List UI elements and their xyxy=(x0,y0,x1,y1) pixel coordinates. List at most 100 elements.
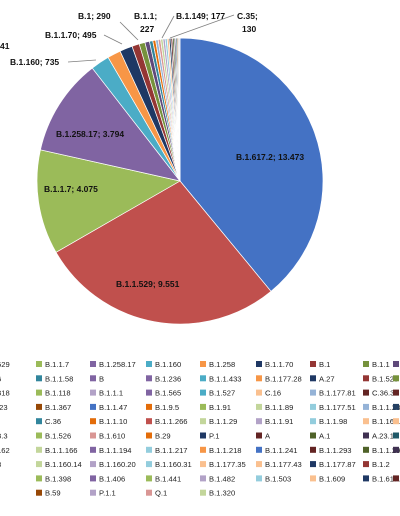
legend-entry: B.1.1.58 xyxy=(45,374,73,383)
legend-entry: B.1.1.433 xyxy=(209,374,242,383)
legend-swatch xyxy=(90,375,96,382)
legend-swatch xyxy=(256,461,262,468)
partial-left-label: 41 xyxy=(0,41,10,51)
legend-entry: B.1.1.266 xyxy=(155,417,188,426)
legend-entry: B.1.1.7 xyxy=(45,360,69,369)
legend-entry: 6 xyxy=(0,374,1,383)
legend-entry: B.1.1.217 xyxy=(155,446,188,455)
legend-swatch xyxy=(200,446,206,453)
legend-entry: B.59 xyxy=(45,489,61,498)
legend-entry: 529 xyxy=(0,360,10,369)
legend-swatch xyxy=(146,475,152,482)
legend-swatch xyxy=(36,361,42,367)
legend-swatch xyxy=(200,418,206,425)
legend-swatch xyxy=(200,432,206,439)
legend-swatch xyxy=(146,389,152,396)
legend-swatch xyxy=(200,461,206,468)
legend-entry: B.1.236 xyxy=(155,374,181,383)
legend-entry: B.1.1.1 xyxy=(99,389,123,398)
legend-entry: B.1.258.17 xyxy=(99,360,136,369)
data-label-value-B.1.1: 227 xyxy=(140,24,154,34)
legend-swatch xyxy=(363,475,369,482)
legend-entry: 162 xyxy=(0,446,10,455)
legend-swatch xyxy=(90,418,96,425)
legend-entry: B.1.617.1 xyxy=(372,474,400,483)
legend-entry: B.1.1.89 xyxy=(265,403,293,412)
legend-entry: B.1.9.5 xyxy=(155,403,179,412)
legend-swatch xyxy=(363,432,369,439)
legend-entry: B.1.482 xyxy=(209,474,235,483)
legend-swatch xyxy=(393,389,399,396)
legend-entry: A xyxy=(265,432,271,441)
legend-entry: B.1.1.70 xyxy=(265,360,293,369)
legend-entry: 318 xyxy=(0,389,10,398)
legend-entry: B.29 xyxy=(155,432,171,441)
legend-entry: B.1.160.31 xyxy=(155,460,192,469)
legend-swatch xyxy=(363,446,369,453)
leader-line-B.1 xyxy=(119,21,139,41)
legend-swatch xyxy=(90,432,96,439)
legend-entry: B.1.1.10 xyxy=(99,417,127,426)
legend-swatch xyxy=(146,446,152,453)
legend-entry: B.1.525 xyxy=(372,374,398,383)
legend-swatch xyxy=(363,403,369,410)
legend-swatch xyxy=(36,475,42,482)
legend-swatch xyxy=(363,389,369,396)
legend-swatch xyxy=(363,375,369,382)
legend-entry: P.1 xyxy=(209,432,219,441)
legend-swatch xyxy=(90,475,96,482)
legend-swatch xyxy=(146,361,152,367)
legend-entry: B.1.160.30 xyxy=(372,417,400,426)
legend-entry: B.1.609 xyxy=(319,474,345,483)
legend-swatch xyxy=(310,475,316,482)
legend-entry: B.1.177.43 xyxy=(265,460,302,469)
legend: 529 B.1.1.7 B.1.258.17 B.1.160 B.1.258 B.1.1.… xyxy=(0,360,400,498)
legend-entry: B.1.91 xyxy=(209,403,231,412)
legend-entry: .23 xyxy=(0,403,8,412)
legend-swatch xyxy=(256,361,262,367)
legend-swatch xyxy=(393,418,399,425)
legend-entry: B.1.1.218 xyxy=(209,446,242,455)
legend-entry: B.1.1.166 xyxy=(45,446,78,455)
legend-swatch xyxy=(146,418,152,425)
legend-swatch xyxy=(36,432,42,439)
legend-swatch xyxy=(200,403,206,410)
legend-entry: B.1.160.20 xyxy=(99,460,136,469)
legend-swatch xyxy=(363,361,369,367)
legend-swatch xyxy=(393,361,399,367)
data-label-B.1.1.7: B.1.1.7; 4.075 xyxy=(44,184,98,194)
legend-entry: B.1.177.28 xyxy=(265,374,302,383)
legend-swatch xyxy=(256,418,262,425)
legend-swatch xyxy=(200,361,206,367)
legend-entry: B.1.160.14 xyxy=(45,460,82,469)
legend-entry: B.1.177.51 xyxy=(319,403,356,412)
legend-swatch xyxy=(256,403,262,410)
leader-line-B.1.1.70 xyxy=(103,34,123,45)
data-label-B.1.617.2: B.1.617.2; 13.473 xyxy=(236,152,304,162)
legend-entry: B.1.1.91 xyxy=(265,417,293,426)
legend-entry: B.1.177.35 xyxy=(209,460,246,469)
legend-entry: Q.1 xyxy=(155,489,167,498)
legend-entry: A.27 xyxy=(319,374,335,383)
legend-entry: B.1.565 xyxy=(155,389,181,398)
legend-swatch xyxy=(256,432,262,439)
legend-swatch xyxy=(310,432,316,439)
legend-swatch xyxy=(36,389,42,396)
legend-entry: A.23.1 xyxy=(372,432,394,441)
data-label-B.1.1.70: B.1.1.70; 495 xyxy=(45,30,97,40)
legend-entry: B.1.526 xyxy=(45,432,71,441)
legend-entry: B.1.441 xyxy=(155,474,181,483)
pie-slice-B.1.258.17 xyxy=(40,67,181,182)
legend-entry: A.1 xyxy=(319,432,330,441)
legend-entry: B.1.367 xyxy=(45,403,71,412)
legend-entry: B.1.1.194 xyxy=(99,446,132,455)
legend-swatch xyxy=(256,375,262,382)
leader-line-B.1.160 xyxy=(67,59,97,63)
legend-swatch xyxy=(146,461,152,468)
legend-swatch xyxy=(200,475,206,482)
leader-line-C.35 xyxy=(169,14,235,39)
data-label-B.1: B.1; 290 xyxy=(78,11,111,21)
data-label-B.1.1.529: B.1.1.529; 9.551 xyxy=(116,279,180,289)
legend-swatch xyxy=(90,389,96,396)
